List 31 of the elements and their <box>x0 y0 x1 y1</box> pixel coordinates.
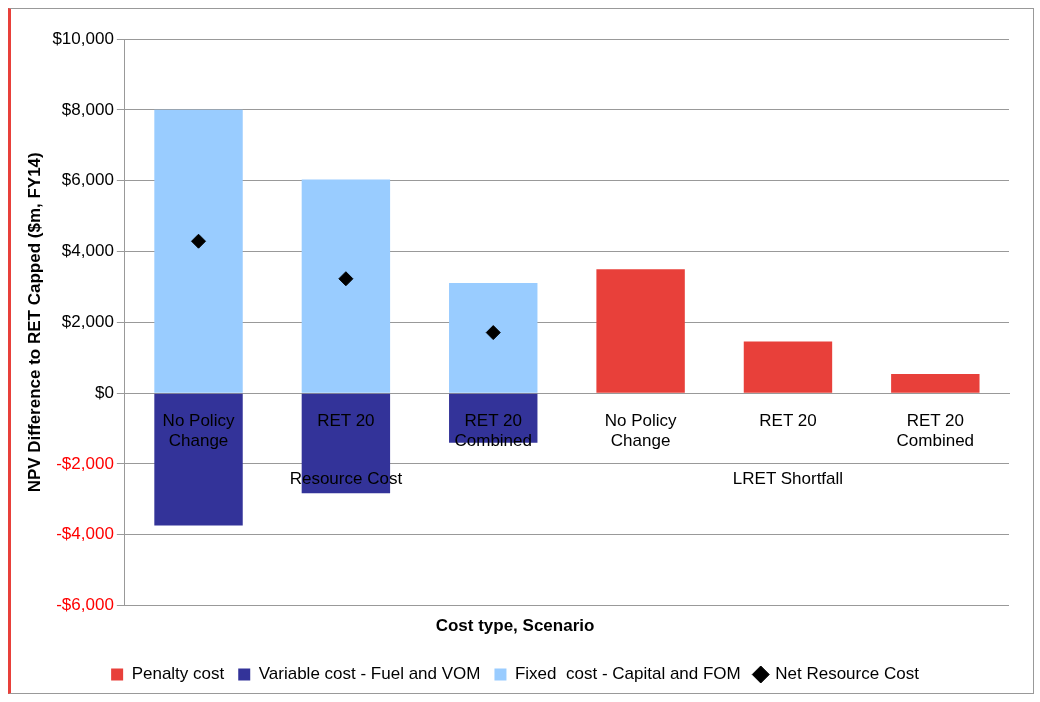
bar <box>596 269 685 393</box>
bar <box>154 393 243 526</box>
point <box>485 325 501 341</box>
x-tick-label: RET 20 <box>317 410 375 430</box>
point <box>338 271 354 287</box>
y-tick-label: $2,000 <box>61 311 114 331</box>
y-axis-title: NPV Difference to RET Capped ($m, FY14) <box>24 152 44 493</box>
annotation: LRET Shortfall <box>732 468 844 488</box>
x-axis-title: Cost type, Scenario <box>435 615 595 635</box>
bar <box>301 179 391 393</box>
x-tick-label: No Policy Change <box>162 410 235 450</box>
bar <box>449 282 538 393</box>
x-tick-label: No Policy Change <box>604 410 677 450</box>
y-tick-label: -$2,000 <box>56 453 114 473</box>
point <box>191 233 207 249</box>
y-tick-label: $4,000 <box>61 241 114 261</box>
x-tick-label: RET 20 <box>759 410 817 430</box>
y-tick-label: $10,000 <box>52 28 114 48</box>
y-tick-label: $6,000 <box>61 170 114 190</box>
legend-label: Penalty cost <box>131 664 225 684</box>
bar <box>154 109 243 393</box>
y-tick-label: -$6,000 <box>56 595 114 615</box>
y-tick-label: $8,000 <box>61 99 114 119</box>
y-tick-label: $0 <box>94 382 114 402</box>
x-tick-label: RET 20 Combined <box>896 410 975 450</box>
legend-label: Variable cost - Fuel and VOM <box>258 664 481 684</box>
y-tick-label: -$4,000 <box>56 524 114 544</box>
bar <box>891 374 980 393</box>
bar <box>743 341 833 393</box>
legend-label: Fixed cost - Capital and FOM <box>514 664 741 684</box>
legend-label: Net Resource Cost <box>775 664 920 684</box>
